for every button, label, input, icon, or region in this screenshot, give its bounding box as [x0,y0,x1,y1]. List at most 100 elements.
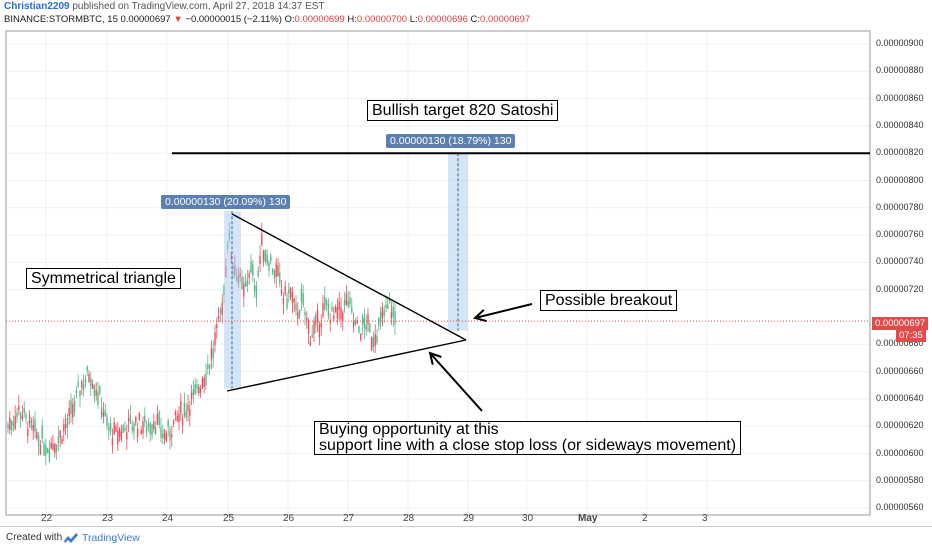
price-tick-label: 0.00000820 [876,147,924,158]
candle-body [300,289,303,301]
author-link[interactable]: Christian2209 [4,1,70,12]
triangle-note[interactable]: Symmetrical triangle [26,268,181,289]
candle-body [99,386,101,394]
bullish-target-note[interactable]: Bullish target 820 Satoshi [367,100,559,121]
price-tick-label: 0.00000640 [876,392,924,403]
candle-body [41,425,43,439]
candle-body [135,417,137,423]
candle-body [192,389,195,396]
plot-border [5,30,871,516]
candle-body [131,426,133,431]
candle-body [25,414,27,419]
candle-body [144,415,146,422]
price-tick-label: 0.00000780 [876,201,924,212]
created-with-text: Created with [6,532,63,543]
candle-body [163,429,166,440]
candle-body [63,424,65,432]
candle-body [374,334,376,346]
price-tick-label: 0.00000840 [876,119,924,130]
candle-body [138,412,141,420]
candle-body [106,416,108,426]
candle-body [19,412,22,420]
buying-note-line1: Buying opportunity at this [319,421,499,438]
breakout-note[interactable]: Possible breakout [540,290,678,311]
candle-body [253,285,256,292]
candle-body [154,426,157,435]
candle-body [167,420,169,427]
time-tick-label: 26 [283,513,295,524]
candle-body [212,348,214,358]
candle-body [216,324,218,329]
buying-note[interactable]: Buying opportunity at this support line … [314,421,742,455]
candle-body [79,390,81,397]
tradingview-logo-icon [64,533,78,543]
candle-body [122,424,124,433]
candle-body [340,307,342,320]
candle-body [90,378,92,387]
candles [7,222,396,466]
candle-body [244,282,247,287]
time-tick-label: 22 [41,513,53,524]
candle-body [354,320,357,325]
price-tick-label: 0.00000600 [876,447,924,458]
time-tick-label: 2 [642,513,648,524]
candle-body [297,311,299,320]
candle-body [325,299,328,306]
candle-body [315,314,317,327]
candle-body [57,436,60,443]
candle-body [113,421,115,435]
candle-body [162,433,164,439]
candle-body [367,314,369,325]
price-change: −0.00000015 (−2.11%) [185,14,282,25]
tradingview-brand[interactable]: TradingView [82,532,140,544]
candle-body [104,410,106,416]
candle-body [273,270,276,279]
candle-body [307,320,310,334]
candle-body [70,400,72,414]
time-tick-label: 25 [223,513,235,524]
candle-body [358,326,360,333]
time-tick-label: 24 [162,513,174,524]
candle-body [383,310,385,316]
candle-body [181,419,184,426]
candle-body [266,254,268,264]
candle-body [360,333,362,340]
candle-body [291,292,294,303]
triangle-upper-line [231,213,467,341]
low-label: L: [409,14,418,25]
candle-body [21,415,24,420]
bar-countdown-tag: 07:35 [896,329,926,342]
candle-body [282,298,285,305]
candle-body [284,286,286,294]
candle-body [82,384,85,391]
candle-body [385,304,387,309]
candle-body [88,373,90,383]
candle-body [84,378,87,384]
down-arrow-icon: ▼ [173,14,183,25]
candle-body [201,377,204,389]
candle-body [126,432,128,440]
measure-tag-left[interactable]: 0.00000130 (20.09%) 130 [161,195,291,209]
candle-body [12,421,15,427]
measure-tag-right[interactable]: 0.00000130 (18.79%) 130 [386,134,516,148]
candle-body [268,262,270,271]
candle-body [306,317,308,321]
candle-body [293,298,295,303]
symbol-name[interactable]: BINANCE:STORMBTC, 15 [4,14,118,25]
candle-body [219,309,222,314]
candle-body [48,449,51,462]
candle-body [187,404,189,411]
candle-body [45,445,47,456]
price-tick-label: 0.00000760 [876,229,924,240]
candle-body [345,293,348,305]
candle-body [378,318,380,327]
candle-body [324,296,326,310]
candle-body [102,412,105,417]
candle-body [316,309,319,323]
candle-body [372,336,375,347]
candle-body [14,416,16,430]
price-tick-label: 0.00000660 [876,365,924,376]
last-price: 0.00000697 [120,14,171,25]
candle-body [64,423,67,428]
candle-body [9,417,11,430]
